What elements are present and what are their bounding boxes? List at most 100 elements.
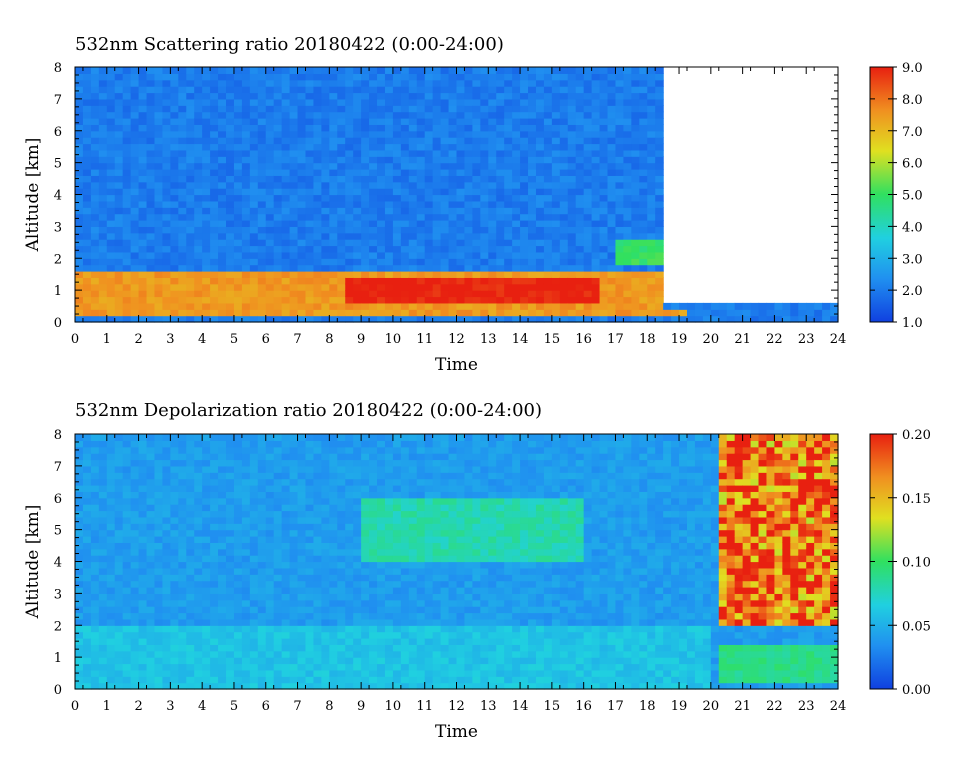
heatmap-cell [321, 510, 330, 518]
heatmap-cell [218, 162, 227, 170]
heatmap-cell [329, 162, 338, 170]
heatmap-cell [138, 283, 148, 291]
heatmap-cell [392, 504, 402, 512]
heatmap-cell [106, 567, 116, 575]
heatmap-cell [384, 587, 394, 594]
heatmap-cell [265, 137, 275, 145]
heatmap-cell [138, 465, 148, 473]
heatmap-cell [289, 111, 299, 119]
heatmap-cell [488, 137, 497, 145]
heatmap-cell [265, 245, 275, 253]
heatmap-cell [551, 143, 561, 151]
heatmap-cell [257, 98, 267, 106]
heatmap-cell [273, 638, 283, 645]
heatmap-cell [607, 200, 617, 208]
heatmap-cell [146, 542, 156, 550]
heatmap-cell [114, 440, 124, 448]
heatmap-cell [329, 264, 338, 272]
heatmap-cell [210, 181, 219, 189]
heatmap-cell [639, 137, 648, 145]
heatmap-cell [329, 644, 338, 652]
heatmap-cell [520, 137, 529, 145]
heatmap-cell [289, 612, 299, 620]
heatmap-cell [384, 644, 394, 652]
heatmap-cell [432, 258, 442, 266]
heatmap-cell [162, 446, 171, 454]
heatmap-cell [249, 156, 259, 164]
heatmap-cell [257, 194, 267, 202]
heatmap-cell [535, 92, 545, 100]
heatmap-cell [464, 118, 473, 125]
heatmap-cell [241, 309, 251, 317]
heatmap-cell [226, 315, 235, 323]
heatmap-cell [456, 137, 466, 145]
heatmap-cell [599, 232, 609, 240]
x-tick-label: 10 [385, 332, 402, 347]
heatmap-cell [528, 264, 537, 272]
heatmap-cell [353, 599, 362, 607]
heatmap-cell [591, 213, 601, 221]
heatmap-cell [75, 251, 84, 259]
heatmap-cell [130, 79, 140, 87]
heatmap-cell [400, 485, 410, 492]
heatmap-cell [432, 143, 442, 151]
heatmap-cell [551, 92, 561, 100]
heatmap-cell [639, 92, 648, 100]
heatmap-cell [400, 459, 410, 467]
heatmap-cell [464, 207, 473, 215]
heatmap-cell [249, 434, 259, 441]
heatmap-cell [361, 130, 370, 138]
heatmap-cell [392, 200, 402, 208]
heatmap-cell [345, 271, 354, 278]
heatmap-cell [329, 536, 338, 543]
heatmap-cell [98, 593, 108, 601]
heatmap-cell [400, 283, 410, 291]
heatmap-cell [114, 599, 124, 607]
heatmap-cell [98, 226, 108, 234]
heatmap-cell [432, 315, 442, 323]
heatmap-cell [98, 669, 108, 677]
heatmap-cell [392, 111, 402, 119]
heatmap-cell [90, 79, 100, 87]
heatmap-cell [202, 669, 211, 677]
heatmap-cell [202, 644, 211, 652]
heatmap-cell [297, 92, 307, 100]
heatmap-cell [464, 143, 473, 151]
heatmap-cell [535, 86, 545, 94]
heatmap-cell [210, 440, 219, 448]
heatmap-cell [647, 149, 656, 157]
heatmap-cell [241, 175, 251, 183]
heatmap-cell [186, 606, 195, 614]
heatmap-cell [559, 194, 569, 202]
heatmap-cell [543, 143, 553, 151]
heatmap-cell [313, 574, 322, 582]
heatmap-cell [694, 302, 704, 310]
heatmap-cell [384, 181, 394, 189]
heatmap-cell [400, 478, 410, 486]
heatmap-cell [384, 251, 394, 259]
heatmap-cell [384, 130, 394, 138]
heatmap-cell [186, 663, 195, 671]
heatmap-cell [233, 296, 243, 304]
heatmap-cell [146, 682, 156, 690]
heatmap-cell [345, 529, 354, 537]
heatmap-cell [551, 258, 561, 266]
heatmap-cell [424, 105, 434, 113]
heatmap-cell [75, 536, 84, 543]
heatmap-cell [392, 296, 402, 304]
heatmap-cell [98, 200, 108, 208]
heatmap-cell [82, 111, 92, 119]
heatmap-cell [162, 130, 171, 138]
heatmap-cell [186, 232, 195, 240]
heatmap-cell [305, 516, 315, 524]
heatmap-cell [321, 657, 330, 665]
heatmap-cell [273, 296, 283, 304]
heatmap-cell [798, 315, 807, 323]
heatmap-cell [647, 169, 656, 176]
heatmap-cell [194, 124, 203, 132]
heatmap-cell [114, 574, 124, 582]
heatmap-cell [591, 67, 601, 74]
heatmap-cell [297, 251, 307, 259]
heatmap-cell [345, 169, 354, 176]
heatmap-cell [202, 86, 211, 94]
